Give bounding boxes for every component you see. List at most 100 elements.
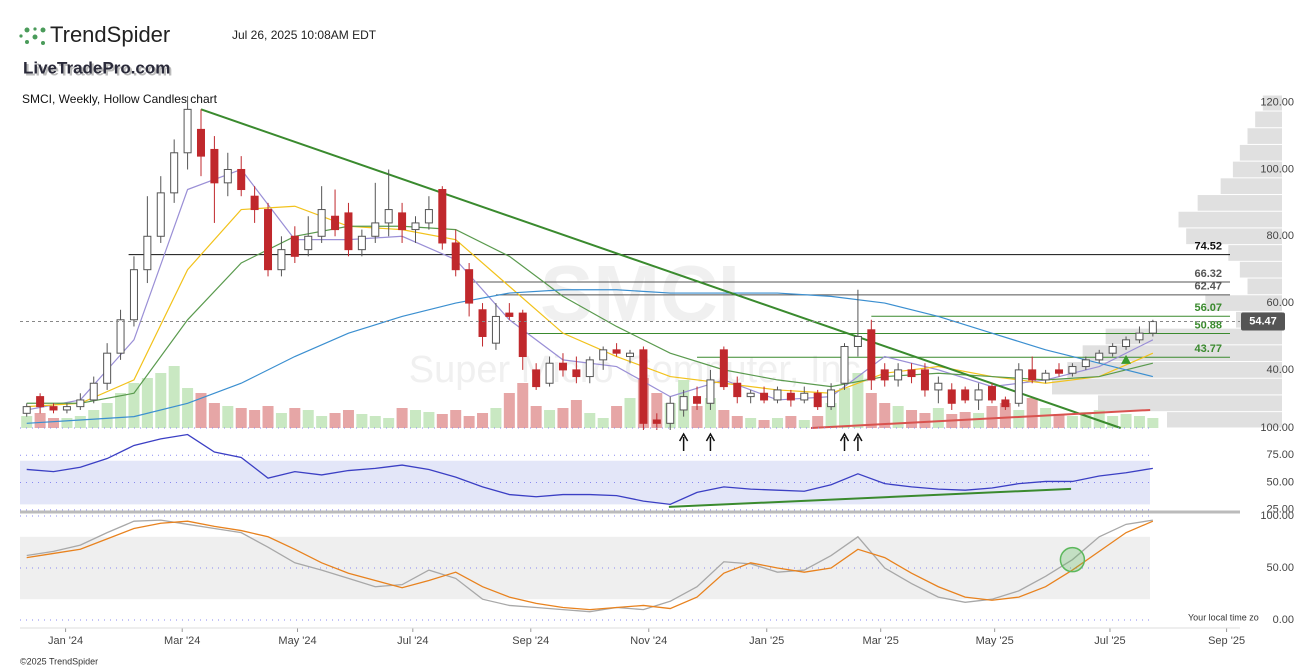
candle-body (49, 406, 58, 411)
site: LiveTradePro.com (23, 58, 170, 77)
volume-bar (718, 410, 730, 428)
candle-body (706, 379, 715, 404)
volume-bar (1133, 416, 1145, 428)
level-label: 43.77 (1194, 343, 1222, 355)
x-tick-label: Sep '24 (512, 635, 549, 647)
volume-bar (316, 416, 328, 428)
volume-bar (530, 406, 542, 428)
timestamp: Jul 26, 2025 10:08AM EDT (232, 28, 377, 42)
x-tick-label: Jan '24 (48, 635, 83, 647)
candle-body (424, 209, 433, 224)
volume-bar (383, 418, 395, 428)
volume-bar (21, 416, 33, 428)
volume-profile-bar (1205, 295, 1282, 311)
volume-bar (1026, 398, 1038, 428)
volume-profile-bar (1067, 362, 1282, 378)
candle-body (612, 349, 621, 354)
volume-bar (115, 393, 127, 428)
candle-body (974, 389, 983, 401)
candle-body (1108, 346, 1117, 354)
volume-bar (1147, 418, 1159, 428)
volume-bar (584, 413, 596, 428)
volume-bar (611, 406, 623, 428)
volume-bar (409, 410, 421, 428)
volume-bar (1013, 410, 1025, 428)
arrow (853, 432, 863, 451)
volume-bar (624, 398, 636, 428)
candle-body (1055, 369, 1064, 374)
volume-bar (463, 416, 475, 428)
candle-body (384, 209, 393, 224)
volume-bar (141, 378, 153, 428)
volume-profile-bar (1255, 111, 1282, 128)
volume-bar (1066, 416, 1078, 428)
volume-bar (195, 393, 207, 428)
signal-marker (1059, 546, 1086, 573)
candle-body (398, 212, 407, 231)
volume-bar (503, 393, 515, 428)
y-tick-label: 75.00 (1266, 449, 1294, 461)
x-tick-label: Jul '25 (1094, 635, 1125, 647)
volume-bar (879, 403, 891, 428)
candle-body (290, 235, 299, 257)
candle-body (116, 319, 125, 354)
candle-body (987, 386, 996, 401)
x-tick-label: Nov '24 (630, 635, 667, 647)
volume-bar (48, 418, 60, 428)
y-tick-label: 80.00 (1266, 230, 1294, 242)
y-tick-label: 25.00 (1266, 504, 1294, 516)
level-label: 66.32 (1194, 268, 1222, 280)
candle-body (465, 269, 474, 304)
volume-bar (423, 412, 435, 428)
candle-body (76, 399, 85, 408)
candle-body (156, 192, 165, 237)
volume-bar (208, 403, 220, 428)
copyright: ©2025 TrendSpider (20, 656, 98, 666)
level-label: 50.88 (1194, 319, 1222, 331)
volume-profile-bar (1239, 261, 1282, 278)
volume-profile-bar (1098, 395, 1282, 412)
volume-bar (865, 393, 877, 428)
candle-body (491, 315, 500, 344)
volume-profile-bar (1167, 412, 1282, 428)
level-label: 74.52 (1194, 240, 1222, 252)
volume-bar (973, 413, 985, 428)
logo-icon (19, 27, 46, 45)
candle-body (505, 312, 514, 317)
candle-body (1148, 321, 1157, 334)
candle-body (679, 396, 688, 411)
x-tick-label: Sep '25 (1208, 635, 1245, 647)
volume-bar (691, 406, 703, 428)
candle-body (746, 392, 755, 398)
candle-body (277, 249, 286, 271)
candle-body (1041, 372, 1050, 381)
volume-bar (825, 403, 837, 428)
candle-body (1135, 332, 1144, 341)
timezone-note: Your local time zo (1188, 612, 1259, 622)
candle-body (773, 389, 782, 401)
volume-bar (249, 410, 261, 428)
candle-body (1028, 369, 1037, 381)
candle-body (170, 152, 179, 194)
volume-bar (919, 413, 931, 428)
volume-profile-bar (1052, 378, 1282, 395)
volume-bar (289, 408, 301, 428)
volume-bar (450, 410, 462, 428)
candle-body (1001, 399, 1010, 408)
candle-body (920, 369, 929, 391)
candle-body (813, 392, 822, 408)
volume-bar (892, 406, 904, 428)
volume-bar (369, 416, 381, 428)
trendline (200, 108, 1122, 429)
candle-body (907, 369, 916, 378)
candle-body (639, 349, 648, 424)
chart-title: SMCI, Weekly, Hollow Candles chart (22, 92, 218, 106)
volume-bar (517, 383, 529, 428)
volume-bar (1080, 412, 1092, 428)
candle-body (853, 335, 862, 348)
y-tick-label: 100.00 (1260, 163, 1294, 175)
x-tick-label: Jul '24 (397, 635, 428, 647)
candle-body (626, 352, 634, 358)
candle-body (103, 352, 112, 384)
volume-bar (168, 366, 180, 428)
